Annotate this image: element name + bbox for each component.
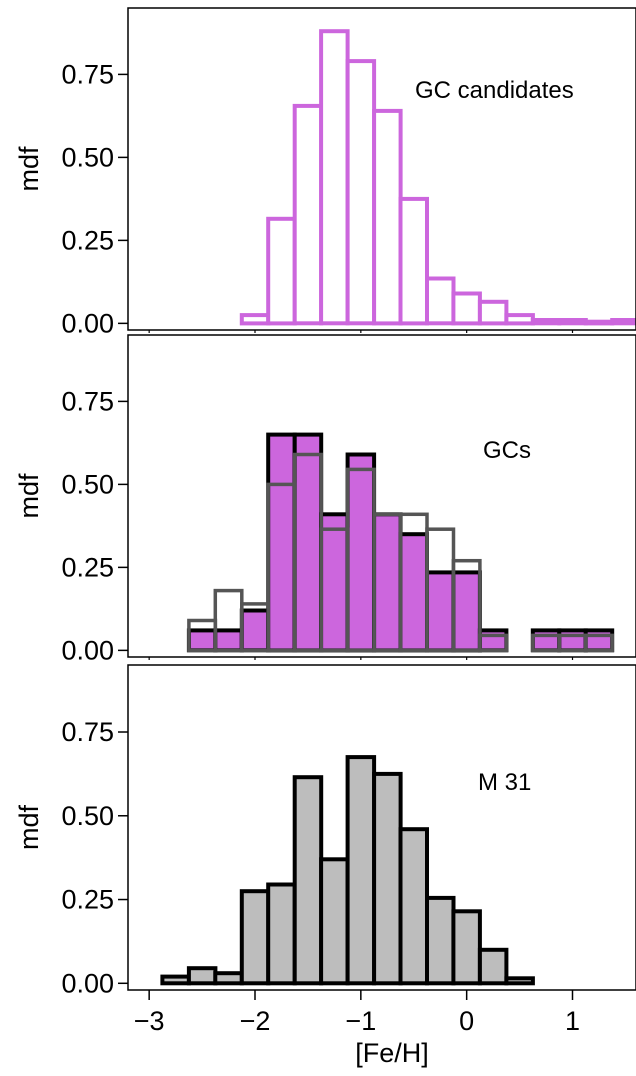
x-tick-label: −2	[240, 1006, 271, 1036]
y-tick-label: 0.75	[61, 59, 114, 89]
panel-label: M 31	[478, 769, 531, 796]
histogram-bar	[292, 775, 324, 986]
y-tick-label: 0.50	[61, 801, 114, 831]
y-tick-label: 0.00	[61, 968, 114, 998]
histogram-bar	[477, 947, 509, 986]
panel-label: GC candidates	[415, 77, 574, 104]
histogram-bar	[504, 976, 535, 986]
histogram-bar	[425, 895, 456, 986]
histogram-bar	[398, 827, 429, 986]
histogram-bar	[425, 276, 456, 326]
y-tick-label: 0.50	[61, 469, 114, 499]
y-tick-label: 0.00	[61, 308, 114, 338]
y-tick-label: 0.75	[61, 386, 114, 416]
y-tick-label: 0.25	[61, 885, 114, 915]
histogram-bar	[583, 319, 615, 326]
panel-frame	[127, 664, 636, 991]
histogram-bar	[372, 771, 403, 986]
y-tick-label: 0.50	[61, 142, 114, 172]
x-tick-label: −1	[345, 1006, 376, 1036]
histogram-bar	[292, 432, 324, 653]
histogram-bar	[583, 633, 614, 653]
y-axis-title: mdf	[14, 805, 44, 851]
histogram-bar	[610, 318, 636, 326]
histogram-bar	[477, 628, 509, 653]
histogram-bar	[557, 628, 588, 653]
x-tick-label: −3	[134, 1006, 165, 1036]
histogram-bar	[345, 59, 377, 326]
y-axis-title: mdf	[14, 473, 44, 519]
histogram-bar	[319, 857, 350, 986]
histogram-bar	[292, 103, 324, 326]
y-tick-label: 0.25	[61, 552, 114, 582]
panel-middle: 0.00 0.25 0.50 0.75 mdf GCs	[14, 334, 636, 665]
x-tick-label: 1	[565, 1006, 580, 1036]
histogram-bar	[451, 570, 482, 653]
panel-frame	[127, 7, 636, 331]
panel-label: GCs	[483, 437, 531, 464]
series-1	[187, 452, 614, 653]
histogram-bar	[451, 558, 482, 653]
histogram-bar	[266, 216, 297, 326]
histogram-bar	[319, 512, 350, 653]
histogram-bar	[530, 628, 562, 653]
x-tick-label: 0	[459, 1006, 474, 1036]
histogram-bar	[478, 633, 509, 653]
y-axis-title: mdf	[14, 146, 44, 192]
histogram-bar	[239, 608, 271, 653]
histogram-bar	[345, 452, 377, 653]
histogram-bar	[266, 432, 297, 653]
x-axis-title: [Fe/H]	[355, 1038, 429, 1068]
y-tick-label: 0.25	[61, 225, 114, 255]
series-0	[160, 755, 535, 986]
histogram-bar	[372, 108, 403, 326]
histogram-bar	[239, 889, 271, 986]
histogram-bar	[530, 318, 562, 326]
histogram-bar	[557, 318, 588, 326]
panel-top: 0.00 0.25 0.50 0.75 mdf GC candidates	[14, 7, 636, 338]
histogram-bar	[583, 628, 615, 653]
histogram-bar	[319, 29, 350, 326]
histogram-bar	[451, 909, 482, 986]
histogram-bar	[186, 966, 218, 986]
histogram-bar	[398, 532, 429, 653]
panel-bottom: 0.00 0.25 0.50 0.75 mdf −3 −2 −1 0 1 M 31 [Fe/H]	[14, 664, 636, 1068]
histogram-bar	[451, 291, 482, 326]
histogram-bar	[239, 313, 271, 326]
histogram-bar	[398, 196, 429, 326]
histogram-bar	[477, 299, 509, 326]
panel-frame	[127, 334, 636, 658]
histogram-bar	[504, 313, 535, 326]
histogram-bar	[213, 971, 244, 986]
histogram-bar	[372, 512, 403, 653]
series-0	[239, 29, 636, 326]
histogram-bar	[213, 628, 244, 653]
y-tick-label: 0.00	[61, 635, 114, 665]
histogram-bar	[186, 628, 218, 653]
histogram-bar	[266, 882, 297, 986]
histogram-bar	[345, 755, 377, 986]
histogram-bar	[425, 570, 456, 653]
y-tick-label: 0.75	[61, 717, 114, 747]
histogram-bar	[160, 974, 191, 986]
